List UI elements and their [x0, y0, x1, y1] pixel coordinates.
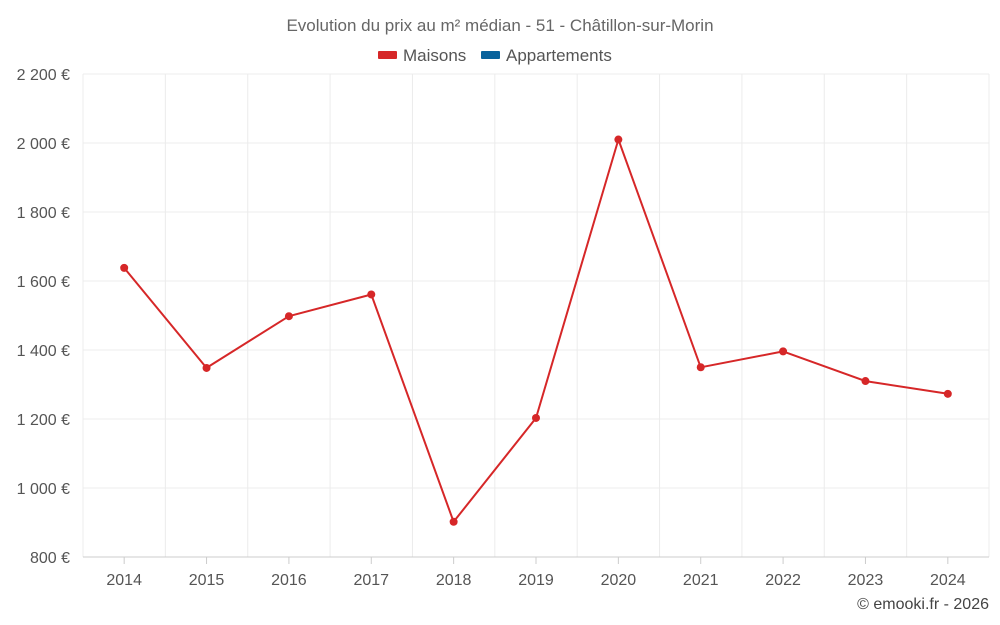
- data-point-maisons[interactable]: [779, 347, 788, 356]
- x-tick-label: 2017: [353, 572, 389, 589]
- data-point-maisons[interactable]: [696, 363, 705, 372]
- data-point-maisons[interactable]: [120, 263, 129, 272]
- x-tick-label: 2023: [848, 572, 884, 589]
- x-tick-label: 2022: [765, 572, 801, 589]
- y-tick-label: 800 €: [30, 550, 70, 567]
- data-point-maisons[interactable]: [861, 377, 870, 386]
- y-tick-label: 1 400 €: [17, 343, 70, 360]
- series-maisons: [120, 135, 952, 526]
- legend-label-maisons: Maisons: [403, 46, 466, 65]
- data-point-maisons[interactable]: [532, 413, 540, 422]
- data-point-maisons[interactable]: [284, 312, 293, 321]
- x-tick-label: 2020: [601, 572, 637, 589]
- data-point-maisons[interactable]: [202, 363, 211, 372]
- y-tick-label: 2 000 €: [17, 136, 70, 153]
- chart-title: Evolution du prix au m² médian - 51 - Ch…: [286, 16, 713, 35]
- x-tick-label: 2021: [683, 572, 719, 589]
- grid: [82, 73, 990, 557]
- data-point-maisons[interactable]: [943, 389, 952, 398]
- legend-swatch-maisons: [378, 51, 397, 59]
- y-tick-label: 1 600 €: [17, 274, 70, 291]
- y-tick-label: 1 200 €: [17, 412, 70, 429]
- x-tick-label: 2014: [106, 572, 142, 589]
- x-tick-label: 2016: [271, 572, 307, 589]
- data-point-maisons[interactable]: [449, 517, 458, 526]
- x-tick-label: 2015: [189, 572, 225, 589]
- x-tick-label: 2024: [930, 572, 966, 589]
- data-point-maisons[interactable]: [367, 290, 376, 299]
- credit-text: © emooki.fr - 2026: [857, 596, 989, 613]
- x-tick-label: 2019: [518, 572, 554, 589]
- legend-item-maisons[interactable]: Maisons: [378, 46, 466, 65]
- legend-label-appartements: Appartements: [506, 46, 612, 65]
- x-tick-label: 2018: [436, 572, 472, 589]
- x-axis: 2014 2015 2016 2017 2018 2019 2020 2021 2022 2023…: [83, 556, 989, 589]
- legend-item-appartements[interactable]: Appartements: [481, 46, 612, 65]
- y-axis: 800 € 1 000 € 1 200 € 1 400 € 1 600 € 1 800 €…: [17, 67, 70, 567]
- data-point-maisons[interactable]: [614, 135, 623, 144]
- y-tick-label: 1 000 €: [17, 481, 70, 498]
- legend-swatch-appartements: [481, 51, 500, 59]
- legend: Maisons Appartements: [378, 46, 612, 65]
- y-tick-label: 1 800 €: [17, 205, 70, 222]
- y-tick-label: 2 200 €: [17, 67, 70, 84]
